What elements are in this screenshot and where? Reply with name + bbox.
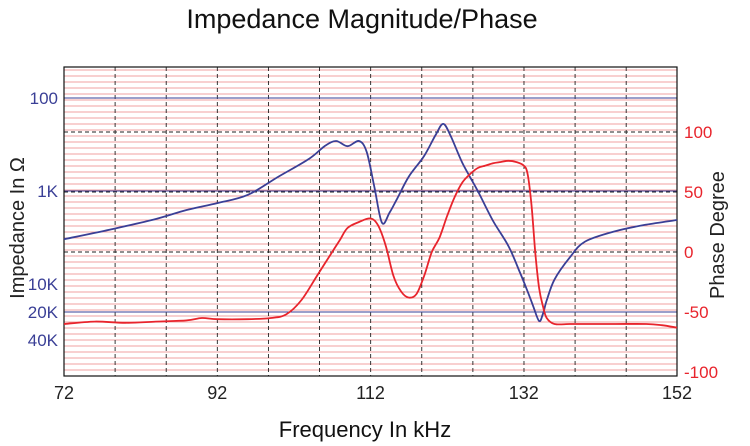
y-axis-label-right: Phase Degree: [707, 171, 729, 299]
right-tick-label: 50: [684, 183, 703, 202]
right-tick-labels: 100 50 0 -50 -100: [684, 123, 718, 382]
series-layer: [63, 123, 678, 329]
right-tick-label: -50: [684, 303, 709, 322]
left-tick-label: 1K: [37, 182, 58, 201]
x-tick-label: 92: [207, 383, 227, 403]
minor-grid: [64, 69, 677, 371]
chart-title: Impedance Magnitude/Phase: [186, 4, 537, 34]
right-tick-label: 0: [684, 243, 693, 262]
left-tick-label: 10K: [28, 275, 59, 294]
x-tick-label: 72: [54, 383, 74, 403]
x-tick-label: 152: [662, 383, 692, 403]
x-tick-labels: 72 92 112 132 152: [54, 383, 692, 403]
y-axis-label-left: Impedance In Ω: [7, 157, 29, 299]
major-grid: [64, 67, 677, 376]
x-tick-label: 112: [356, 383, 385, 403]
left-tick-labels: 100 1K 10K 20K 40K: [28, 89, 59, 350]
plot-frame: [63, 66, 678, 377]
left-tick-label: 40K: [28, 331, 59, 350]
x-tick-label: 132: [509, 383, 539, 403]
left-tick-label: 20K: [28, 303, 59, 322]
phase-series-line: [63, 159, 678, 329]
right-tick-label: -100: [684, 363, 718, 382]
left-tick-label: 100: [30, 89, 58, 108]
impedance-grid: [64, 97, 677, 313]
right-tick-label: 100: [684, 123, 712, 142]
x-axis-label: Frequency In kHz: [279, 417, 451, 442]
impedance-series-line: [63, 123, 678, 323]
